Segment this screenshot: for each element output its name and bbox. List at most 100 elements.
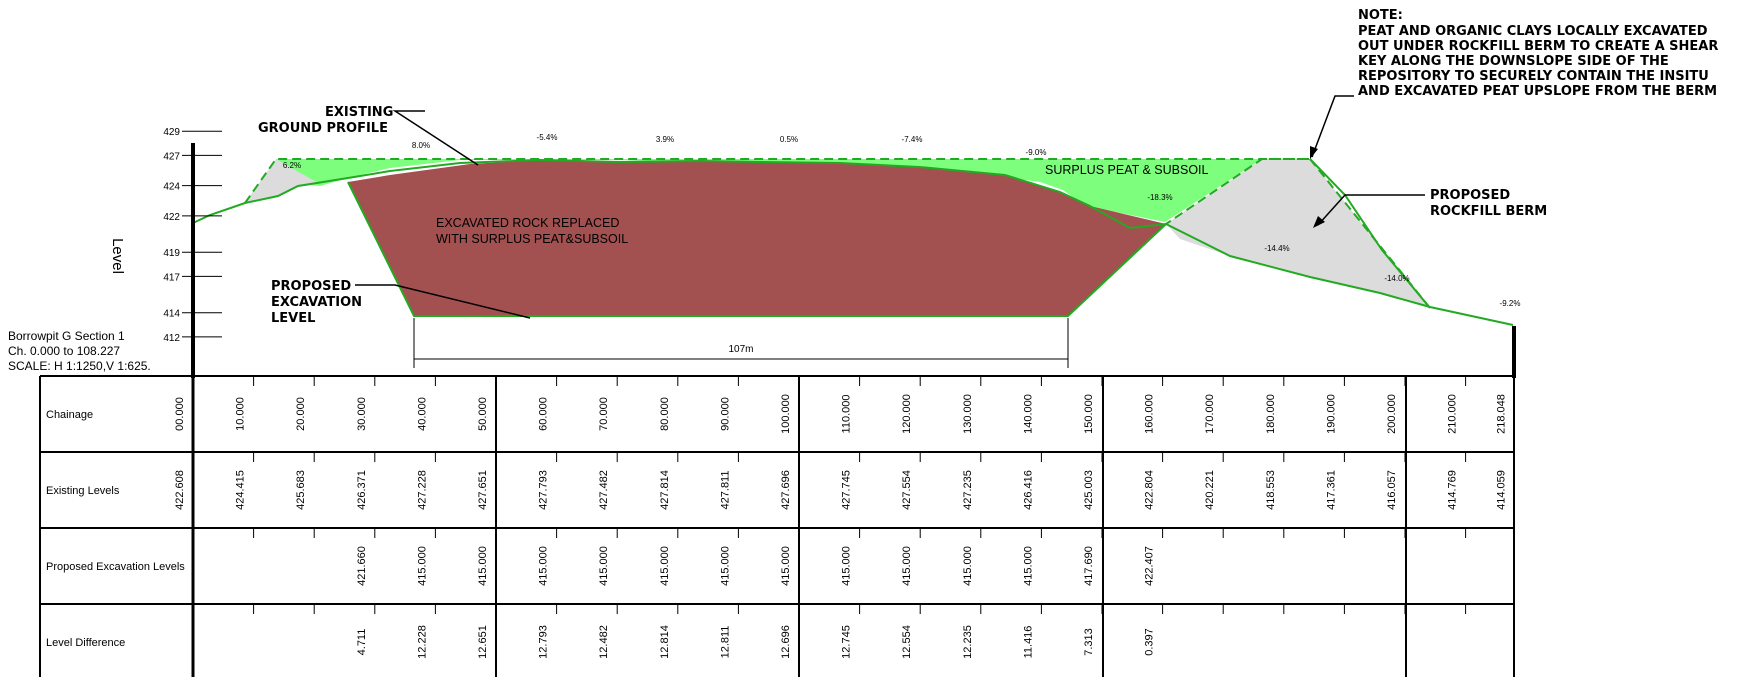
note-line: PEAT AND ORGANIC CLAYS LOCALLY EXCAVATED [1358,24,1708,39]
berm-label-2: ROCKFILL BERM [1430,204,1547,219]
table-cell: 12.651 [477,625,489,659]
table-cell: 427.554 [901,470,913,510]
level-axis-label: Level [109,238,126,274]
excavated-rock-fill [348,160,1166,316]
table-cell: 425.683 [295,470,307,510]
table-cell: 427.696 [780,470,792,510]
table-cell: 427.793 [538,470,550,510]
table-cell: 50.000 [477,397,489,431]
table-cell: 20.000 [295,397,307,431]
proposed-surface-dashed [244,158,1310,225]
table-cell: 427.745 [841,470,853,510]
table-cell: 424.415 [235,470,247,510]
left-berm-fill [245,159,318,203]
table-cell: 90.000 [719,397,731,431]
table-cell: 12.814 [659,625,671,659]
excavated-label-1: EXCAVATED ROCK REPLACED [436,216,619,230]
grade-label: 8.0% [412,141,430,150]
note-line: OUT UNDER ROCKFILL BERM TO CREATE A SHEA… [1358,39,1718,54]
title-line1: Borrowpit G Section 1 [8,329,125,343]
table-cell: 12.482 [598,625,610,659]
table-cell: 12.696 [780,625,792,659]
table-cell: 421.660 [356,546,368,586]
table-cell: 130.000 [962,394,974,434]
berm-right-edge [1309,158,1431,309]
dimension-label: 107m [728,344,753,355]
table-cell: 425.003 [1083,470,1095,510]
table-cell: 422.407 [1144,546,1156,586]
existing-ground-label-1: EXISTING [325,105,393,120]
table-cell: 427.814 [659,470,671,510]
grade-label: -7.4% [902,135,923,144]
axis-tick-label: 429 [163,127,180,138]
excavated-label-2: WITH SURPLUS PEAT&SUBSOIL [436,232,628,246]
grade-label: -9.0% [1026,148,1047,157]
row-label-difference: Level Difference [46,637,125,649]
grade-label: -14.0% [1384,274,1409,283]
table-cell: 414.059 [1495,470,1507,510]
table-cell: 80.000 [659,397,671,431]
table-cell: 415.000 [598,546,610,586]
table-cell: 415.000 [962,546,974,586]
note-title: NOTE: [1358,8,1403,23]
table-cell: 427.651 [477,470,489,510]
excavation-outline [347,181,1167,317]
table-cell: 415.000 [901,546,913,586]
berm-leader [1317,194,1425,226]
table-cell: 415.000 [1022,546,1034,586]
table-cell: 60.000 [538,397,550,431]
table-cell: 418.553 [1265,470,1277,510]
table-cell: 427.811 [719,471,731,510]
grade-label: -14.4% [1264,244,1289,253]
axis-tick-label: 414 [163,309,180,320]
table-cell: 422.608 [174,470,186,510]
grade-label: -5.4% [537,133,558,142]
table-cell: 10.000 [235,397,247,431]
row-label-existing: Existing Levels [46,485,120,497]
axis-tick-label: 412 [163,333,180,344]
row-label-proposed: Proposed Excavation Levels [46,561,185,573]
row-label-chainage: Chainage [46,409,93,421]
existing-ground-label-2: GROUND PROFILE [258,121,388,136]
table-cell: 160.000 [1144,394,1156,434]
table-cell: 415.000 [719,546,731,586]
table-cell: 180.000 [1265,394,1277,434]
table-cell: 426.371 [356,470,368,510]
table-cell: 12.793 [538,625,550,659]
table-cell: 12.811 [719,626,731,659]
table-cell: 416.057 [1386,470,1398,510]
table-cell: 415.000 [659,546,671,586]
grade-label: 0.5% [780,135,798,144]
table-cell: 415.000 [416,546,428,586]
grade-label: -9.2% [1500,299,1521,308]
surplus-label: SURPLUS PEAT & SUBSOIL [1045,163,1209,177]
table-cell: 00.000 [174,397,186,431]
table-cell: 40.000 [416,397,428,431]
axis-tick-label: 417 [163,272,180,283]
table-cell: 415.000 [780,546,792,586]
axis-tick-label: 427 [163,151,180,162]
note-leader [1311,95,1354,158]
table-cell: 422.804 [1144,470,1156,510]
grade-label: -18.3% [1147,193,1172,202]
table-cell: 12.745 [841,625,853,659]
table-cell: 7.313 [1083,628,1095,656]
table-cell: 100.000 [780,394,792,434]
table-cell: 12.235 [962,625,974,659]
table-cell: 12.554 [901,625,913,659]
table-cell: 70.000 [598,397,610,431]
grade-label: 3.9% [656,135,674,144]
note-line: REPOSITORY TO SECURELY CONTAIN THE INSIT… [1358,69,1709,84]
table-cell: 427.482 [598,470,610,510]
proposed-exc-label-3: LEVEL [271,311,315,326]
table-cell: 110.000 [841,395,853,434]
table-cell: 120.000 [901,394,913,434]
table-cell: 427.228 [416,470,428,510]
axis-tick-label: 422 [163,212,180,223]
table-cell: 30.000 [356,397,368,431]
axis-tick-label: 419 [163,248,180,259]
existing-ground-leader [392,110,479,166]
table-cell: 420.221 [1204,470,1216,510]
table-cell: 427.235 [962,470,974,510]
table-cell: 218.048 [1495,394,1507,434]
